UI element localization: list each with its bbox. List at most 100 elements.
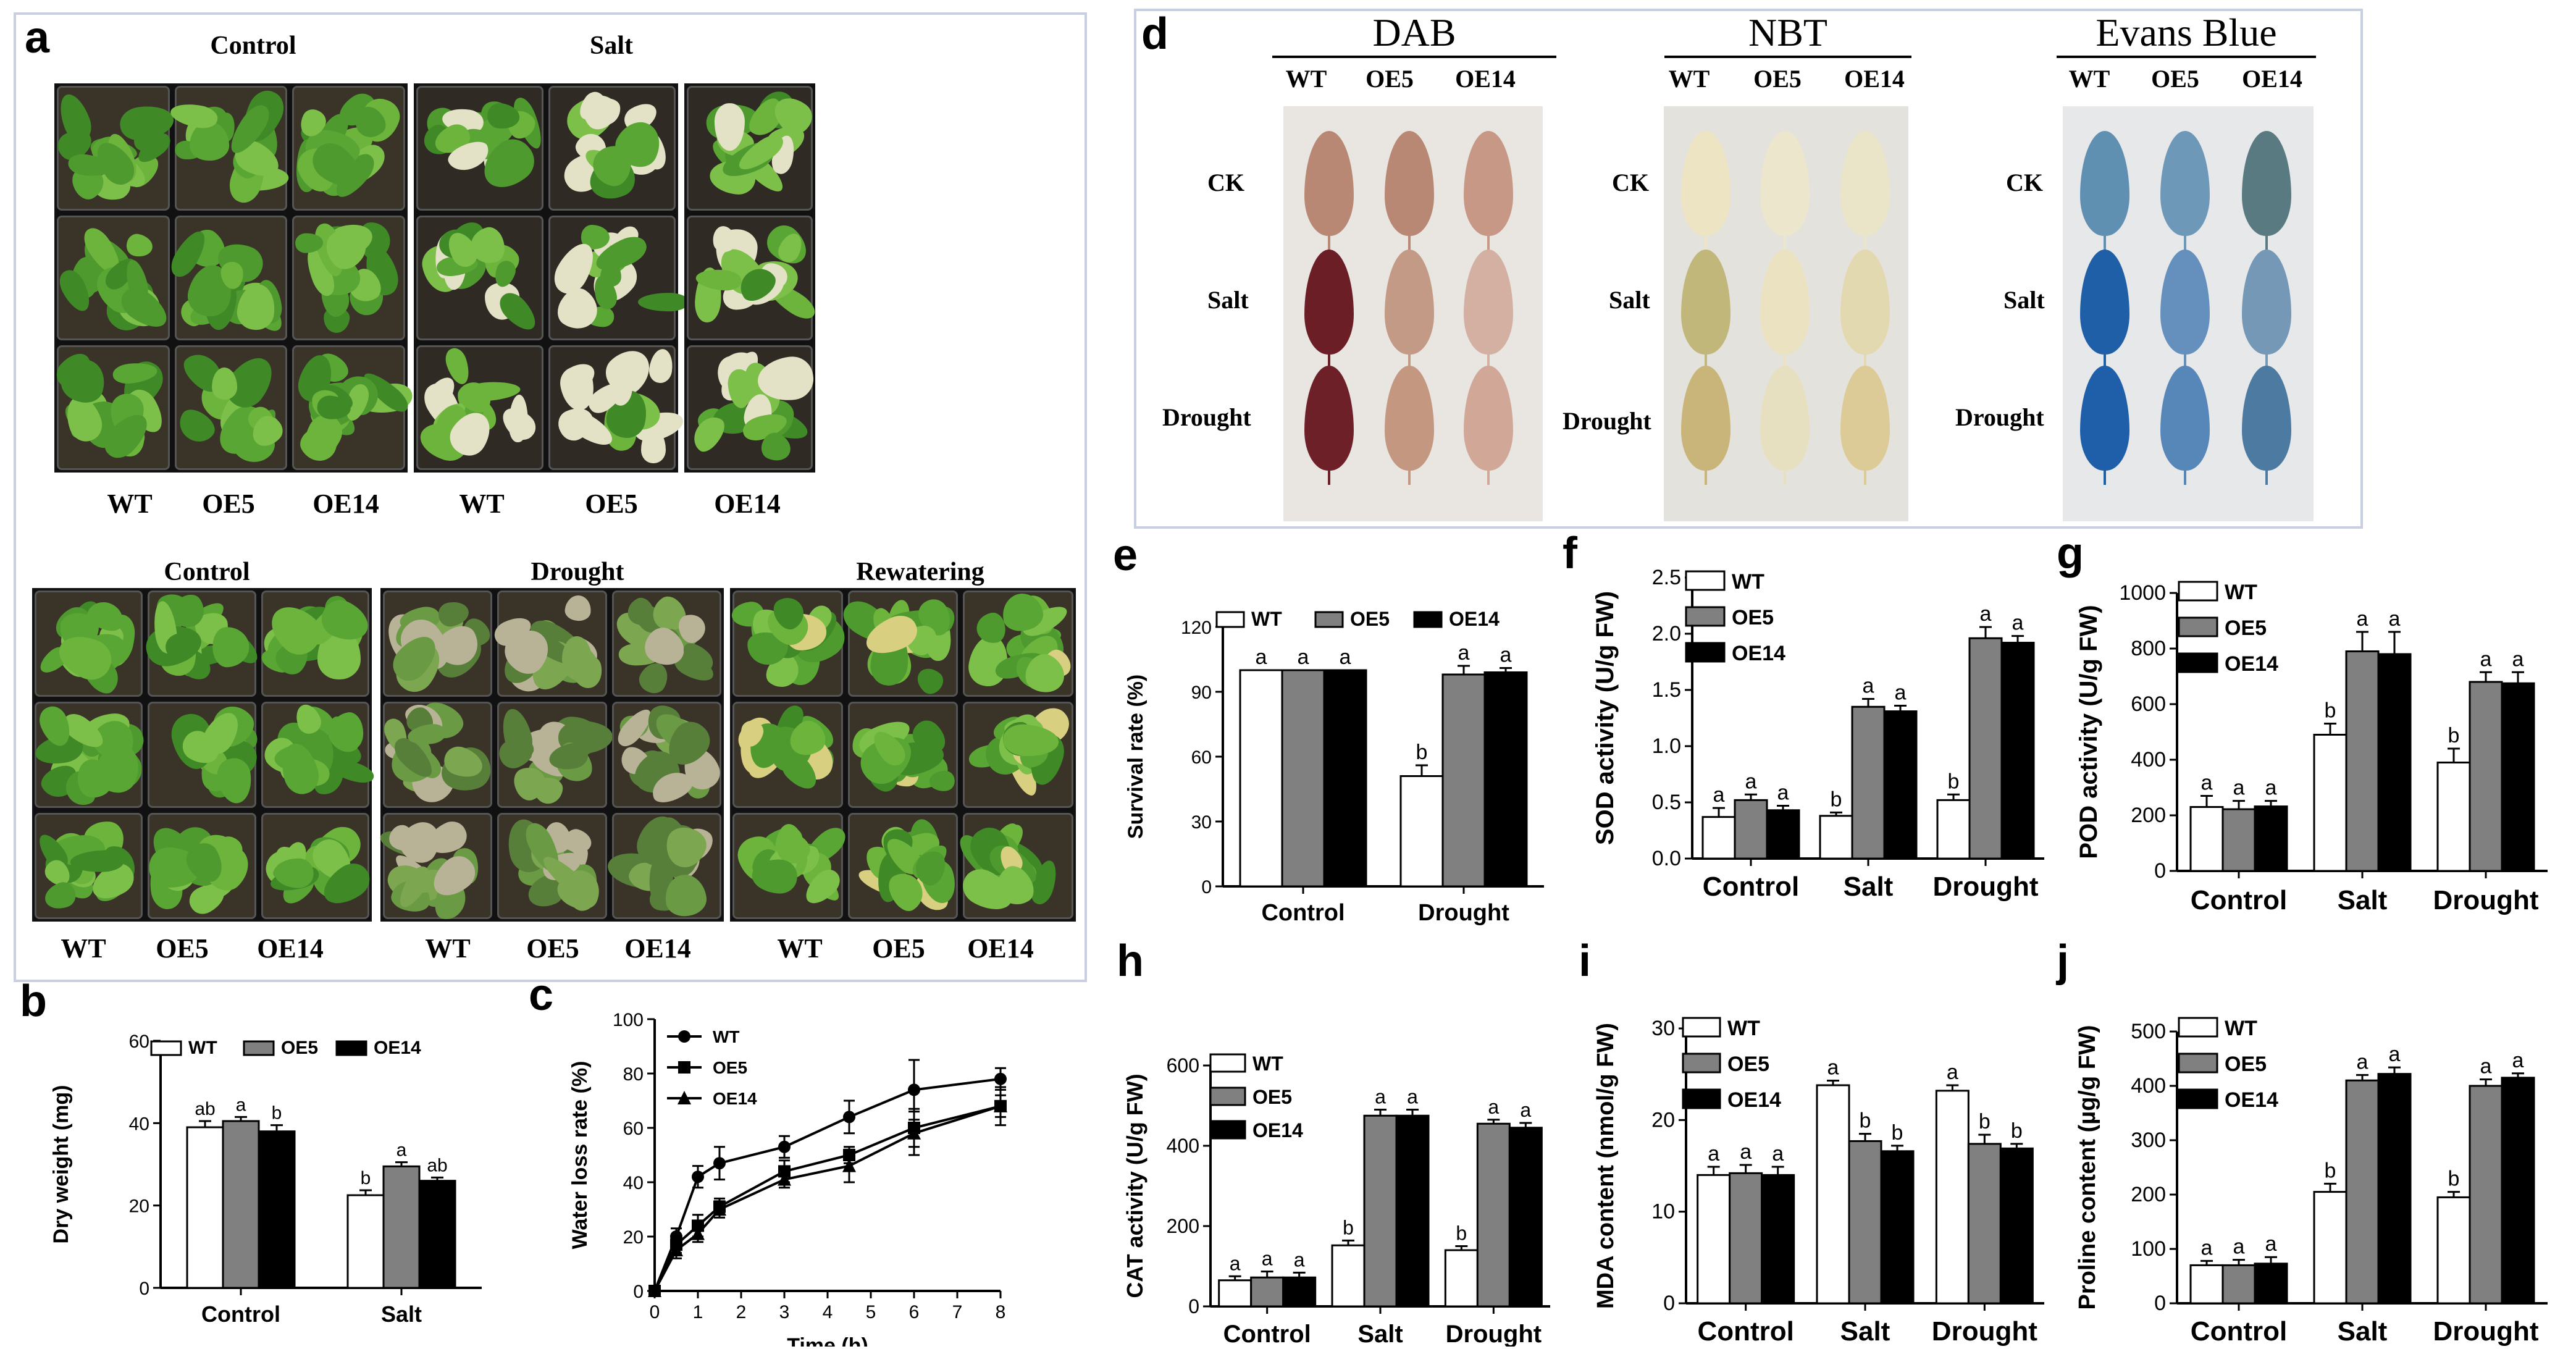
bar-oe5 bbox=[2469, 681, 2503, 872]
significance-letter: a bbox=[2012, 611, 2024, 635]
significance-letter: a bbox=[1772, 1142, 1784, 1166]
leaf-stem bbox=[1408, 351, 1411, 369]
data-point-oe14 bbox=[842, 1158, 856, 1172]
panel-h-label: h bbox=[1117, 936, 1144, 986]
significance-letter: a bbox=[2389, 607, 2401, 631]
significance-letter: b bbox=[1456, 1222, 1467, 1245]
stained-leaf bbox=[1681, 250, 1731, 355]
evans-col-oe14: OE14 bbox=[2242, 65, 2302, 93]
legend-swatch-oe5 bbox=[2178, 616, 2218, 637]
y-tick-label: 600 bbox=[1167, 1054, 1199, 1077]
leaf-stem bbox=[2184, 233, 2186, 250]
x-tick-label: Drought bbox=[1932, 1316, 2037, 1347]
bar-wt bbox=[2436, 762, 2471, 872]
bar-wt bbox=[1701, 816, 1736, 860]
x-tick-label: 5 bbox=[866, 1302, 876, 1322]
bar-oe5 bbox=[382, 1165, 421, 1289]
leaf-stem bbox=[1408, 468, 1411, 485]
significance-letter: a bbox=[1947, 1061, 1958, 1084]
y-tick-label: 60 bbox=[129, 1032, 149, 1052]
stained-leaf bbox=[1464, 250, 1513, 355]
panel-a-genotype-wt: WT bbox=[107, 489, 153, 519]
y-tick-label: 400 bbox=[2131, 1074, 2166, 1098]
significance-letter: a bbox=[2357, 1050, 2368, 1074]
legend-swatch-oe5 bbox=[1209, 1086, 1246, 1106]
legend-swatch-oe14 bbox=[1209, 1120, 1246, 1140]
legend-swatch-wt bbox=[1682, 1017, 1721, 1038]
x-tick-label: Drought bbox=[2433, 885, 2538, 915]
leaf-stem bbox=[1705, 233, 1707, 250]
y-tick-label: 10 bbox=[1651, 1200, 1675, 1224]
y-axis-label: SOD activity (U/g FW) bbox=[1592, 591, 1619, 845]
y-tick-label: 400 bbox=[1167, 1135, 1199, 1157]
bar-oe14 bbox=[1761, 1174, 1795, 1305]
x-tick-label: Drought bbox=[1418, 900, 1509, 926]
y-axis-label: Water loss rate (%) bbox=[568, 1061, 592, 1250]
legend-swatch-wt bbox=[1209, 1053, 1246, 1073]
significance-letter: a bbox=[1708, 1142, 1719, 1166]
legend-swatch-wt bbox=[1685, 570, 1726, 591]
significance-letter: b bbox=[1343, 1216, 1354, 1238]
legend-label: OE5 bbox=[1252, 1086, 1292, 1108]
bar-oe14 bbox=[1395, 1114, 1430, 1308]
y-axis-label: POD activity (U/g FW) bbox=[2075, 605, 2102, 859]
nbt-row-drought: Drought bbox=[1563, 407, 1651, 435]
significance-letter: b bbox=[1892, 1121, 1903, 1145]
significance-letter: b bbox=[2325, 699, 2336, 723]
bar-oe5 bbox=[1729, 1172, 1763, 1305]
leaf-stem bbox=[1328, 233, 1330, 250]
y-axis-label: CAT activity (U/g FW) bbox=[1122, 1074, 1147, 1298]
bar-wt bbox=[2313, 1191, 2347, 1305]
legend-label: OE14 bbox=[1252, 1119, 1303, 1141]
significance-letter: a bbox=[1256, 645, 1267, 669]
significance-letter: b bbox=[1979, 1110, 1991, 1133]
significance-letter: b bbox=[2011, 1119, 2023, 1143]
stained-leaf bbox=[2160, 366, 2210, 471]
bar-oe14 bbox=[418, 1180, 456, 1289]
legend-swatch-oe14 bbox=[1413, 611, 1443, 628]
y-tick-label: 120 bbox=[1181, 618, 1212, 638]
y-tick-label: 2.5 bbox=[1652, 566, 1681, 589]
legend-swatch-wt bbox=[2178, 1017, 2218, 1038]
stain-underline bbox=[1272, 56, 1556, 58]
bar-wt bbox=[1936, 799, 1971, 860]
panel-a-genotype-oe14: OE14 bbox=[313, 489, 379, 519]
x-tick-label: Control bbox=[201, 1301, 280, 1327]
y-tick-label: 20 bbox=[623, 1227, 644, 1248]
y-tick-label: 60 bbox=[1191, 747, 1212, 768]
significance-letter: a bbox=[2265, 1232, 2277, 1256]
series-line-oe5 bbox=[653, 1104, 1001, 1292]
x-tick-label: Drought bbox=[2433, 1316, 2538, 1347]
panel-d-label: d bbox=[1141, 9, 1168, 59]
legend-swatch-oe14 bbox=[1685, 642, 1726, 663]
legend-swatch-oe5 bbox=[1685, 606, 1726, 627]
y-tick-label: 0 bbox=[1663, 1292, 1675, 1315]
stained-leaf bbox=[2242, 366, 2291, 471]
significance-letter: a bbox=[1340, 645, 1351, 669]
x-tick-label: Salt bbox=[1840, 1316, 1890, 1347]
nbt-col-wt: WT bbox=[1668, 65, 1710, 93]
panel-a-genotype-wt: WT bbox=[777, 933, 823, 964]
legend-label: WT bbox=[1727, 1017, 1760, 1040]
dab-row-ck: CK bbox=[1207, 169, 1244, 196]
legend-swatch-oe14 bbox=[2178, 652, 2218, 673]
x-tick-label: 6 bbox=[909, 1302, 920, 1322]
bar-oe5 bbox=[1281, 669, 1325, 888]
bar-oe5 bbox=[2221, 808, 2256, 872]
panel-a-frame bbox=[14, 12, 1087, 982]
bar-oe14 bbox=[1323, 669, 1367, 888]
legend-label: OE5 bbox=[281, 1038, 318, 1058]
leaf-stem bbox=[1487, 351, 1490, 369]
bar-oe5 bbox=[1851, 705, 1886, 860]
legend-label: WT bbox=[713, 1027, 740, 1046]
bar-oe5 bbox=[222, 1120, 260, 1289]
x-tick-label: 2 bbox=[736, 1302, 747, 1322]
evans-col-wt: WT bbox=[2068, 65, 2110, 93]
legend-label: WT bbox=[2225, 581, 2257, 604]
x-tick-label: Salt bbox=[381, 1301, 422, 1327]
y-tick-label: 80 bbox=[623, 1064, 644, 1085]
data-point-oe14 bbox=[907, 1125, 921, 1140]
bar-oe5 bbox=[2221, 1264, 2256, 1305]
significance-letter: a bbox=[2512, 647, 2524, 671]
dab-row-salt: Salt bbox=[1207, 286, 1249, 314]
